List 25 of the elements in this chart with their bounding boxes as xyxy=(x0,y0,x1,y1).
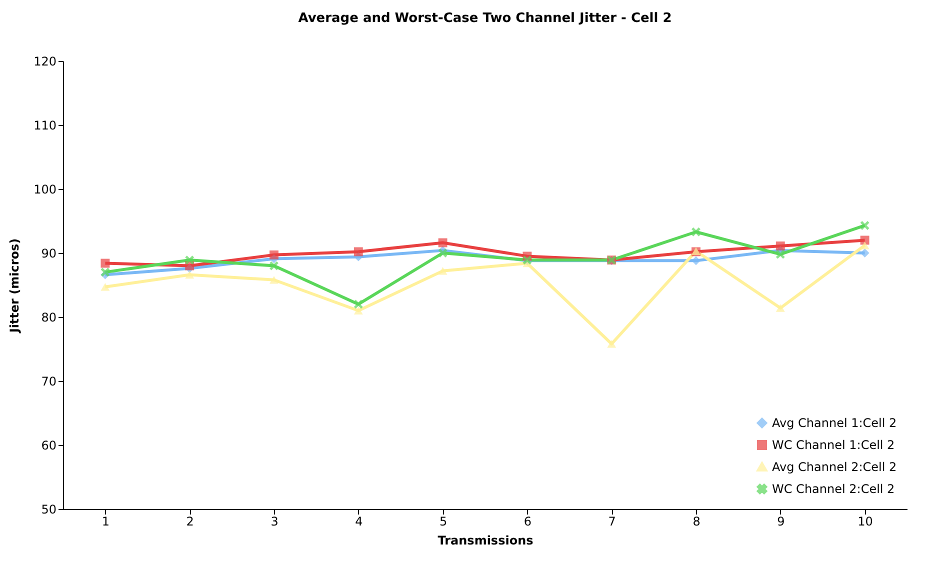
legend-label: WC Channel 2:Cell 2 xyxy=(772,482,895,496)
y-axis-title: Jitter (micros) xyxy=(8,238,22,334)
y-tick-label: 100 xyxy=(34,182,56,196)
x-tick-label: 7 xyxy=(608,514,616,528)
y-tick-label: 60 xyxy=(41,438,56,452)
y-tick-label: 50 xyxy=(41,502,56,516)
x-tick-label: 8 xyxy=(692,514,700,528)
y-tick-label: 110 xyxy=(34,118,56,132)
x-tick-label: 6 xyxy=(524,514,532,528)
y-tick-label: 120 xyxy=(34,54,56,68)
legend-label: Avg Channel 1:Cell 2 xyxy=(772,416,897,430)
legend-label: WC Channel 1:Cell 2 xyxy=(772,438,895,452)
x-tick-label: 1 xyxy=(102,514,110,528)
x-tick-label: 3 xyxy=(270,514,278,528)
x-tick-label: 2 xyxy=(186,514,194,528)
y-tick-label: 90 xyxy=(41,246,56,260)
chart-title: Average and Worst-Case Two Channel Jitter - Cell 2 xyxy=(298,11,672,26)
legend-label: Avg Channel 2:Cell 2 xyxy=(772,460,897,474)
x-axis-title: Transmissions xyxy=(438,534,534,548)
x-tick-label: 9 xyxy=(777,514,785,528)
x-tick-label: 4 xyxy=(355,514,363,528)
x-tick-label: 5 xyxy=(439,514,448,528)
x-tick-label: 10 xyxy=(858,514,873,528)
y-tick-label: 70 xyxy=(41,374,56,388)
y-tick-label: 80 xyxy=(41,310,56,324)
